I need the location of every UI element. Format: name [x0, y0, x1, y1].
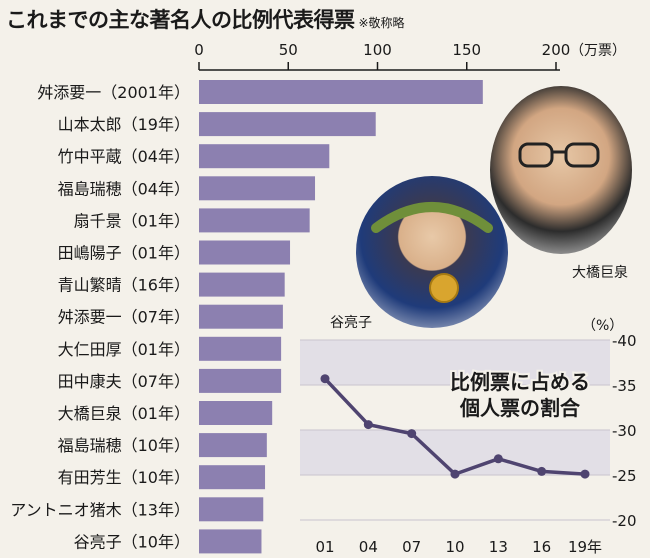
chart-title: これまでの主な著名人の比例代表得票 [6, 8, 355, 32]
bar-category-label: 有田芳生（10年） [58, 468, 190, 487]
x-tick-label: 07 [402, 538, 421, 556]
data-point-19年 [580, 469, 590, 479]
x-axis-tick-label: 50 [279, 41, 298, 59]
bar-8 [199, 336, 282, 361]
band-35-40 [300, 340, 610, 385]
data-point-04 [363, 420, 373, 430]
x-axis-tick-label: 150 [452, 41, 481, 59]
page-title: これまでの主な著名人の比例代表得票 ※敬称略 [6, 4, 405, 34]
x-tick-label: 13 [489, 538, 508, 556]
bar-9 [199, 368, 282, 393]
bar-category-label: 青山繁晴（16年） [58, 276, 190, 295]
data-point-10 [450, 469, 460, 479]
x-tick-label: 01 [315, 538, 334, 556]
bar-category-label: 福島瑞穂（04年） [58, 179, 190, 198]
bar-category-label: 舛添要一（07年） [58, 308, 190, 327]
y-tick-label: -30 [612, 422, 637, 440]
data-point-01 [320, 374, 330, 384]
line-chart-title: 比例票に占める [450, 370, 590, 394]
bar-6 [199, 272, 285, 297]
bar-category-label: 扇千景（01年） [74, 211, 190, 230]
bar-category-label: 谷亮子（10年） [74, 532, 190, 551]
photo-tani-ryoko [356, 176, 508, 328]
x-tick-label: 19年 [568, 538, 602, 556]
y-tick-label: -25 [612, 467, 637, 485]
bar-5 [199, 240, 291, 265]
band-25-30 [300, 430, 610, 475]
bar-1 [199, 112, 376, 137]
bar-category-label: 大仁田厚（01年） [58, 340, 190, 359]
bar-category-label: 田中康夫（07年） [58, 372, 190, 391]
line-chart-title: 個人票の割合 [459, 396, 581, 420]
glasses-icon [518, 142, 600, 168]
data-point-07 [407, 429, 417, 439]
honorific-note: ※敬称略 [358, 16, 405, 30]
bar-2 [199, 144, 330, 169]
x-tick-label: 16 [532, 538, 551, 556]
bar-category-label: 大橋巨泉（01年） [58, 404, 190, 423]
bar-4 [199, 208, 310, 233]
x-axis-tick-label: 100 [363, 41, 392, 59]
bar-10 [199, 401, 273, 425]
photo-ohashi-kyosen [490, 86, 632, 254]
bar-3 [199, 176, 316, 201]
bar-category-label: 竹中平蔵（04年） [58, 147, 190, 166]
caption-tani-ryoko: 谷亮子 [330, 315, 372, 331]
bar-12 [199, 465, 266, 490]
bar-category-label: アントニオ猪木（13年） [10, 500, 190, 519]
bar-category-label: 福島瑞穂（10年） [58, 436, 190, 455]
olympic-wreath-icon [371, 202, 493, 303]
bar-category-label: 山本太郎（19年） [58, 115, 190, 134]
x-axis-tick-label: 0 [194, 41, 204, 59]
data-point-13 [493, 454, 503, 464]
caption-ohashi-kyosen: 大橋巨泉 [572, 265, 628, 281]
bar-11 [199, 433, 267, 458]
y-tick-label: -40 [612, 332, 637, 350]
y-unit-label: （%） [582, 318, 623, 334]
bar-14 [199, 529, 262, 554]
x-tick-label: 04 [359, 538, 378, 556]
x-axis-tick-label: 200 [542, 41, 571, 59]
data-point-16 [537, 466, 547, 476]
x-axis-area [300, 522, 610, 558]
bar-category-label: 舛添要一（2001年） [37, 83, 190, 102]
x-tick-label: 10 [445, 538, 464, 556]
bar-13 [199, 497, 264, 522]
x-axis-unit-label: （万票） [570, 43, 626, 59]
y-tick-label: -20 [612, 512, 637, 530]
bar-7 [199, 304, 283, 329]
bar-category-label: 田嶋陽子（01年） [58, 244, 190, 263]
bar-0 [199, 80, 483, 104]
y-tick-label: -35 [612, 377, 637, 395]
